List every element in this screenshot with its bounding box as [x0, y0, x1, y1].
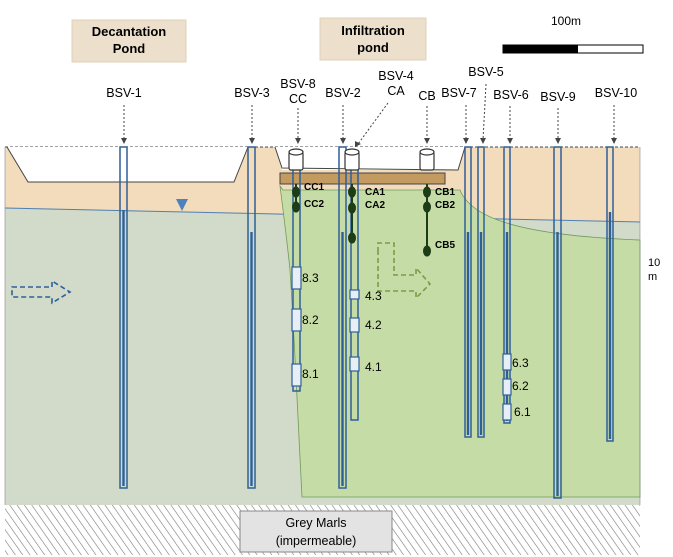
screen-labels: 8.3 8.2 8.1 4.3 4.2 4.1 6.3 6.2 6.1: [302, 271, 531, 419]
screen-6-3: 6.3: [512, 356, 529, 370]
sensor-labels: CC1 CC2 CA1 CA2 CB1 CB2 CB5: [304, 182, 455, 251]
well-bsv10: [606, 146, 614, 442]
well-label-ca: CA: [387, 84, 405, 98]
well-bsv5: [477, 146, 485, 438]
well-bsv9: [553, 146, 562, 499]
horizontal-scale-bar: 100m: [502, 14, 644, 54]
vertical-scale-value: 10: [648, 257, 660, 269]
infiltration-title-line1: Infiltration: [341, 23, 405, 38]
decantation-title-line2: Pond: [113, 41, 146, 56]
piezometer-heads: [288, 148, 435, 171]
well-label-bsv9: BSV-9: [540, 90, 575, 104]
screen-8-3: 8.3: [302, 271, 319, 285]
horizontal-scale-label: 100m: [551, 14, 581, 28]
grey-marls-label: Grey Marls (impermeable): [239, 510, 393, 553]
well-label-bsv10: BSV-10: [595, 86, 637, 100]
infiltration-pond-title: Infiltration pond: [319, 17, 427, 61]
groundwater-flow-arrow: [11, 279, 72, 305]
grey-marls-line2: (impermeable): [276, 534, 357, 548]
well-label-bsv6: BSV-6: [493, 88, 528, 102]
water-table-marker: [176, 199, 188, 211]
sensor-cb1: CB1: [435, 187, 455, 198]
well-label-bsv4: BSV-4: [378, 69, 413, 83]
screen-4-3: 4.3: [365, 289, 382, 303]
well-pointer-arrows: [123, 83, 615, 145]
well-label-cb: CB: [418, 89, 435, 103]
well-pointer-arrowheads: [121, 138, 617, 147]
ground-surface: [4, 146, 641, 505]
infiltration-flow-arrow: [377, 242, 432, 300]
vertical-scale: 10 m: [648, 257, 660, 283]
screen-8-2: 8.2: [302, 313, 319, 327]
well-bsv2: [338, 146, 347, 489]
lysimeter-probes: [292, 184, 431, 257]
infiltration-title-line2: pond: [357, 40, 389, 55]
screen-4-1: 4.1: [365, 360, 382, 374]
sensor-cb2: CB2: [435, 200, 455, 211]
well-label-bsv2: BSV-2: [325, 86, 360, 100]
screen-4-2: 4.2: [365, 318, 382, 332]
well-labels: BSV-1 BSV-3 BSV-8 CC BSV-2 BSV-4 CA CB B…: [106, 65, 637, 106]
well-label-bsv3: BSV-3: [234, 86, 269, 100]
decantation-title-line1: Decantation: [92, 24, 166, 39]
screen-6-1: 6.1: [514, 405, 531, 419]
well-label-bsv8: BSV-8: [280, 77, 315, 91]
screen-8-1: 8.1: [302, 367, 319, 381]
well-bsv7: [464, 146, 472, 438]
well-label-bsv5: BSV-5: [468, 65, 503, 79]
vertical-scale-unit: m: [648, 271, 657, 283]
well-label-cc: CC: [289, 92, 307, 106]
sensor-cb5: CB5: [435, 240, 455, 251]
well-bsv1: [119, 146, 128, 489]
screen-6-2: 6.2: [512, 379, 529, 393]
decantation-pond-title: Decantation Pond: [71, 19, 187, 63]
well-label-bsv7: BSV-7: [441, 86, 476, 100]
sensor-cc1: CC1: [304, 182, 324, 193]
screen-markers: [291, 266, 512, 421]
well-bsv3: [247, 146, 256, 489]
grey-marls-line1: Grey Marls: [285, 516, 346, 530]
sensor-ca1: CA1: [365, 187, 385, 198]
sensor-ca2: CA2: [365, 200, 385, 211]
well-label-bsv1: BSV-1: [106, 86, 141, 100]
infiltration-plume: [279, 184, 641, 498]
sensor-cc2: CC2: [304, 199, 324, 210]
well-bsv6: [503, 146, 511, 424]
